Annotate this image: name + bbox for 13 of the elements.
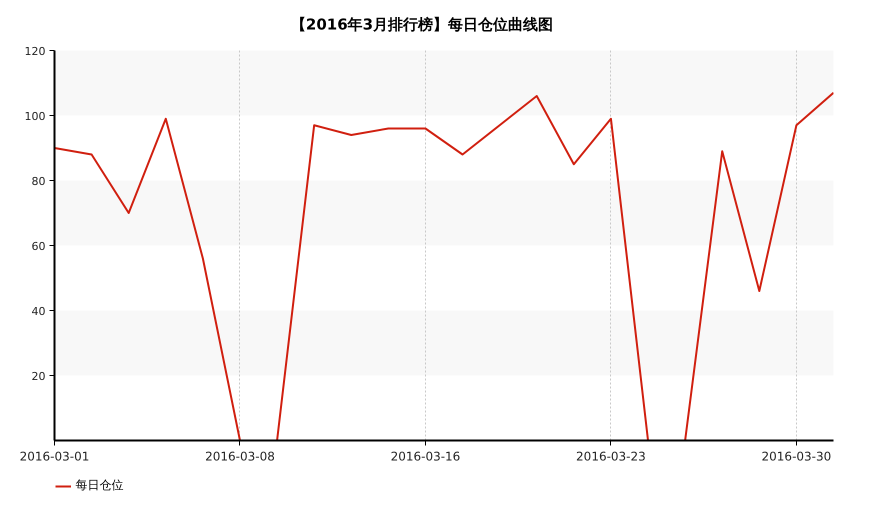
y-tick-label: 20 <box>32 370 46 383</box>
x-tick-label: 2016-03-23 <box>576 450 646 464</box>
legend-label: 每日仓位 <box>76 477 124 494</box>
chart-title: 【2016年3月排行榜】每日仓位曲线图 <box>290 16 554 34</box>
y-tick-label: 100 <box>24 110 46 123</box>
x-tick-label: 2016-03-30 <box>762 450 832 464</box>
x-tick-label: 2016-03-01 <box>20 450 90 464</box>
x-tick-label: 2016-03-08 <box>205 450 275 464</box>
y-tick-label: 120 <box>24 45 46 58</box>
y-tick-label: 80 <box>32 175 46 188</box>
y-tick-label: 40 <box>32 305 46 318</box>
y-tick-label: 60 <box>32 240 46 253</box>
x-tick-label: 2016-03-16 <box>390 450 460 464</box>
